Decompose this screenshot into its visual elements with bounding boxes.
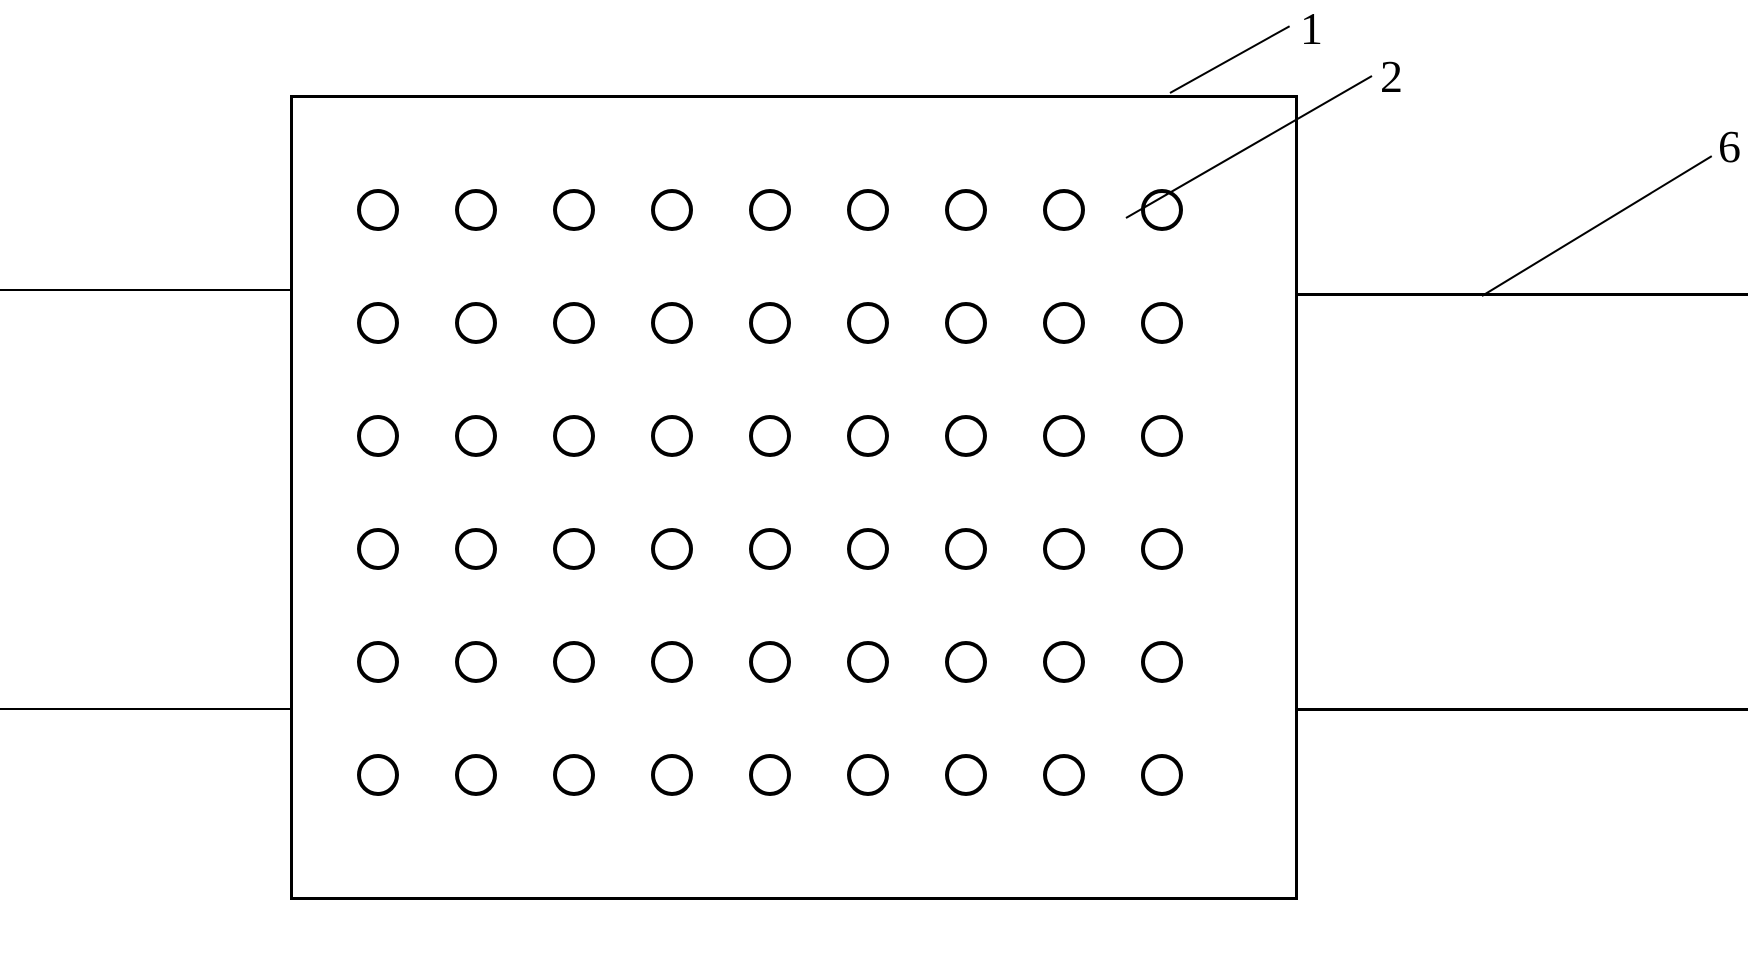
grid-circle [357, 641, 399, 683]
grid-circle [847, 754, 889, 796]
grid-circle [945, 641, 987, 683]
grid-circle [749, 641, 791, 683]
diagram-canvas: 1 2 6 [0, 0, 1748, 957]
grid-circle [1043, 754, 1085, 796]
leader-line-to-line6 [1481, 155, 1712, 297]
grid-circle [651, 528, 693, 570]
grid-circle [553, 754, 595, 796]
grid-circle [1043, 641, 1085, 683]
grid-circle [847, 415, 889, 457]
grid-circle [357, 754, 399, 796]
grid-circle [847, 189, 889, 231]
grid-circle [1141, 415, 1183, 457]
grid-circle [553, 641, 595, 683]
grid-circle [357, 528, 399, 570]
right-upper-line [1298, 293, 1748, 296]
grid-circle [651, 415, 693, 457]
grid-circle [945, 415, 987, 457]
grid-circle [945, 189, 987, 231]
grid-circle [455, 189, 497, 231]
grid-circle [357, 189, 399, 231]
grid-circle [553, 415, 595, 457]
grid-circle [749, 415, 791, 457]
grid-circle [357, 415, 399, 457]
grid-circle [749, 189, 791, 231]
grid-circle [749, 302, 791, 344]
grid-circle [357, 302, 399, 344]
grid-circle [1141, 754, 1183, 796]
grid-circle [749, 754, 791, 796]
grid-circle [1141, 302, 1183, 344]
left-lower-line [0, 708, 290, 710]
grid-circle [847, 641, 889, 683]
grid-circle [455, 641, 497, 683]
label-1: 1 [1300, 2, 1323, 55]
grid-circle [455, 528, 497, 570]
grid-circle [945, 754, 987, 796]
grid-circle [455, 415, 497, 457]
left-upper-line [0, 289, 290, 291]
grid-circle [455, 754, 497, 796]
grid-circle [1043, 528, 1085, 570]
grid-circle [1043, 415, 1085, 457]
right-lower-line [1298, 708, 1748, 711]
grid-circle [945, 528, 987, 570]
grid-circle [553, 189, 595, 231]
grid-circle [651, 302, 693, 344]
leader-line-to-box [1170, 25, 1291, 94]
grid-circle [651, 754, 693, 796]
grid-circle [1043, 302, 1085, 344]
grid-circle [749, 528, 791, 570]
grid-circle [553, 302, 595, 344]
grid-circle [553, 528, 595, 570]
label-2: 2 [1380, 50, 1403, 103]
grid-circle [651, 641, 693, 683]
label-6: 6 [1718, 120, 1741, 173]
grid-circle [651, 189, 693, 231]
grid-circle [847, 302, 889, 344]
grid-circle [455, 302, 497, 344]
grid-circle [945, 302, 987, 344]
grid-circle [1141, 528, 1183, 570]
grid-circle [1043, 189, 1085, 231]
grid-circle [1141, 641, 1183, 683]
grid-circle [847, 528, 889, 570]
